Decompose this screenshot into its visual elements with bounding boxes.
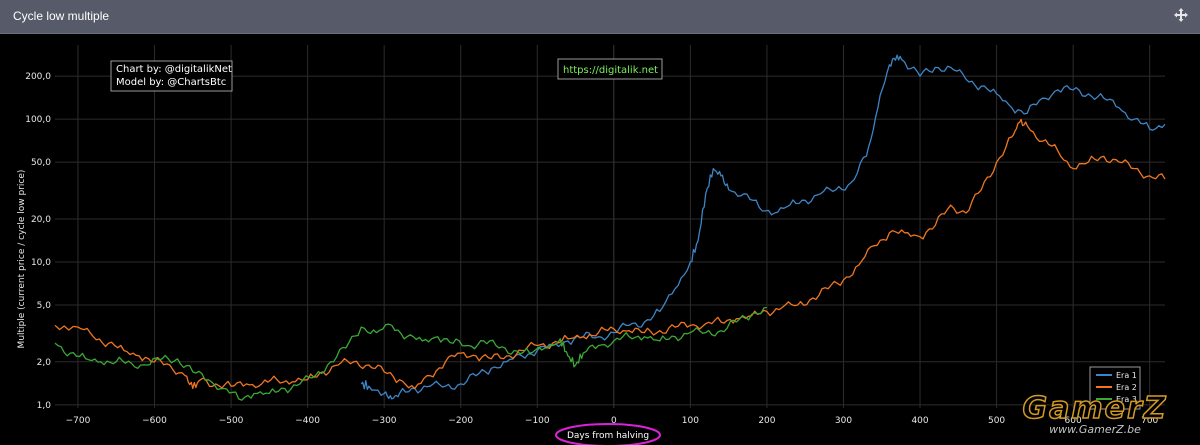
x-tick-label: −200 [448,416,473,426]
x-tick-label: 600 [1065,416,1082,426]
legend-label-era-2: Era 2 [1116,383,1137,392]
credits-box: Chart by: @digitalikNet Model by: @Chart… [110,60,233,92]
x-tick-label: −500 [219,416,244,426]
y-tick-label: 50,0 [31,158,51,168]
x-tick-label: 700 [1141,416,1158,426]
x-tick-label: −300 [372,416,397,426]
watermark-logo: GamerZ [1022,391,1167,426]
legend-label-era-3: Era 3 [1116,395,1137,404]
x-axis-label-group: Days from halving [555,423,661,445]
credits-line-1: Chart by: @digitalikNet [116,64,232,75]
move-icon[interactable] [1174,8,1188,22]
panel-title: Cycle low multiple [13,9,110,23]
y-tick-label: 10,0 [31,258,51,268]
series-line-era-3 [54,306,767,401]
x-tick-label: 300 [835,416,852,426]
y-tick-label: 20,0 [31,215,51,225]
x-tick-label: −700 [66,416,91,426]
highlight-ellipse [555,423,661,445]
x-tick-label: 400 [911,416,928,426]
y-tick-label: 200,0 [25,72,51,82]
x-tick-label: −600 [142,416,167,426]
url-box[interactable]: https://digitalik.net [557,58,663,80]
line-chart: 1,0 2,0 5,0 10,0 20,0 50,0 100,0 200,0 −700 −600… [17,45,1167,445]
y-tick-label: 1,0 [37,401,52,411]
legend: Era 1 Era 2 Era 3 [1089,366,1141,410]
x-tick-label: 0 [611,416,617,426]
y-tick-label: 2,0 [37,358,52,368]
panel-header: Cycle low multiple [0,0,1200,34]
y-tick-label: 5,0 [37,301,52,311]
url-link[interactable]: https://digitalik.net [563,65,658,76]
x-axis-label: Days from halving [567,431,649,441]
y-tick-label: 100,0 [25,115,51,125]
y-tick-labels: 1,0 2,0 5,0 10,0 20,0 50,0 100,0 200,0 [25,72,51,411]
x-tick-label: −400 [295,416,320,426]
legend-label-era-1: Era 1 [1116,371,1137,380]
grid-lines [55,45,1165,408]
x-tick-labels: −700 −600 −500 −400 −300 −200 −100 0 100 200 300 40… [66,416,1159,426]
series-lines [54,54,1166,401]
watermark: GamerZ www.GamerZ.be [1022,390,1167,436]
credits-line-2: Model by: @ChartsBtc [116,77,226,88]
x-tick-label: −100 [525,416,550,426]
x-tick-label: 200 [758,416,775,426]
x-tick-label: 100 [682,416,699,426]
y-axis-label: Multiple (current price / cycle low pric… [17,170,27,349]
x-tick-label: 500 [988,416,1005,426]
series-line-era-1 [360,54,1166,400]
series-line-era-2 [54,118,1166,390]
watermark-site: www.GamerZ.be [1049,423,1141,436]
